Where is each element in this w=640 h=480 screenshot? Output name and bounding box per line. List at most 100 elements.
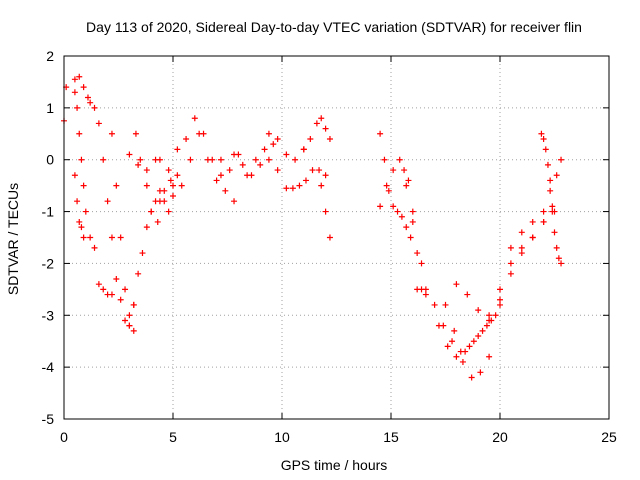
- data-point: [444, 343, 451, 350]
- series-sat-x: [442, 301, 493, 381]
- data-point: [274, 135, 281, 142]
- data-point: [398, 213, 405, 220]
- data-point: [547, 177, 554, 184]
- series-sat-l: [156, 172, 181, 215]
- data-point: [95, 281, 102, 288]
- data-point: [108, 234, 115, 241]
- chart-title: Day 113 of 2020, Sidereal Day-to-day VTE…: [86, 19, 582, 35]
- data-point: [84, 94, 91, 101]
- data-point: [431, 301, 438, 308]
- series-sat-c: [71, 172, 87, 241]
- data-point: [442, 301, 449, 308]
- data-point: [265, 156, 272, 163]
- data-point: [405, 177, 412, 184]
- x-tick-label: 5: [169, 429, 177, 445]
- data-point: [161, 187, 168, 194]
- data-point: [394, 208, 401, 215]
- data-point: [540, 135, 547, 142]
- data-point: [309, 167, 316, 174]
- series-sat-p: [283, 167, 329, 192]
- data-point: [390, 203, 397, 210]
- data-point: [143, 167, 150, 174]
- series-sat-u: [401, 167, 425, 267]
- data-point: [222, 187, 229, 194]
- data-point: [217, 156, 224, 163]
- data-point: [542, 146, 549, 153]
- y-tick-label: -5: [42, 411, 55, 427]
- data-point: [174, 146, 181, 153]
- data-point: [383, 182, 390, 189]
- data-point: [466, 343, 473, 350]
- data-point: [538, 130, 545, 137]
- data-point: [435, 322, 442, 329]
- data-point: [87, 99, 94, 106]
- data-point: [529, 218, 536, 225]
- data-point: [403, 224, 410, 231]
- data-point: [313, 120, 320, 127]
- data-point: [300, 146, 307, 153]
- data-point: [82, 208, 89, 215]
- data-point: [204, 156, 211, 163]
- data-point: [126, 322, 133, 329]
- data-point: [130, 301, 137, 308]
- data-point: [453, 353, 460, 360]
- series-sat-w: [422, 286, 499, 355]
- data-point: [76, 218, 83, 225]
- data-point: [283, 185, 290, 192]
- data-point: [486, 317, 493, 324]
- data-point: [137, 156, 144, 163]
- data-point: [326, 135, 333, 142]
- data-point: [396, 156, 403, 163]
- series-sat-n: [231, 151, 281, 179]
- data-point: [377, 130, 384, 137]
- data-point: [265, 130, 272, 137]
- series-sat-ad: [549, 208, 565, 267]
- y-tick-label: -2: [42, 255, 55, 271]
- data-point: [113, 182, 120, 189]
- data-point: [302, 177, 309, 184]
- data-point: [80, 234, 87, 241]
- series-sat-e: [95, 281, 115, 298]
- data-point: [170, 182, 176, 189]
- x-tick-label: 15: [383, 429, 399, 445]
- data-point: [409, 218, 416, 225]
- data-point: [117, 296, 124, 303]
- data-point: [549, 208, 556, 215]
- data-point: [518, 250, 525, 257]
- data-point: [418, 260, 425, 267]
- data-point: [414, 250, 421, 257]
- data-point: [451, 327, 458, 334]
- data-point: [71, 76, 78, 83]
- data-point: [226, 167, 233, 174]
- data-point: [475, 307, 482, 314]
- data-point: [540, 208, 547, 215]
- series-sat-h: [126, 151, 163, 174]
- data-point: [326, 234, 333, 241]
- data-point: [117, 234, 124, 241]
- data-point: [261, 146, 268, 153]
- data-point: [529, 234, 536, 241]
- data-point: [108, 130, 115, 137]
- data-point: [479, 327, 486, 334]
- data-point: [156, 198, 163, 205]
- data-point: [270, 141, 277, 148]
- data-point: [74, 198, 81, 205]
- y-tick-label: 1: [46, 100, 54, 116]
- data-point: [322, 125, 329, 132]
- data-point: [497, 301, 503, 308]
- data-point: [183, 135, 190, 142]
- data-point: [248, 172, 255, 179]
- data-point: [553, 172, 560, 179]
- data-point: [507, 260, 514, 267]
- series-sat-ac: [538, 130, 556, 210]
- data-point: [316, 167, 323, 174]
- data-point: [401, 167, 408, 174]
- data-point: [507, 244, 514, 251]
- series-sat-f: [108, 130, 137, 334]
- axis-ticks: 0 5 10 15 20 25 -5 -4 -3 -2 -1 0 1 2: [42, 48, 617, 445]
- data-point: [252, 156, 259, 163]
- data-point: [135, 270, 142, 277]
- data-point: [475, 333, 482, 340]
- data-point: [497, 286, 503, 293]
- data-points: [61, 73, 565, 381]
